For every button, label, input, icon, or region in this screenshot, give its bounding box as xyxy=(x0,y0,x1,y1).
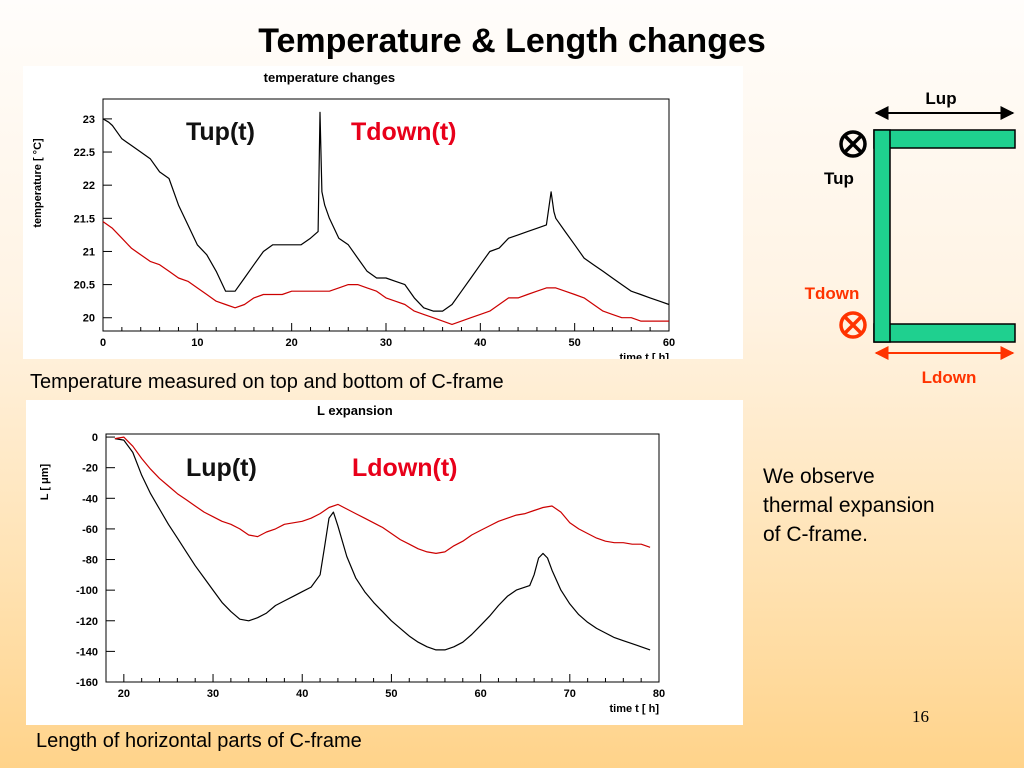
y-tick-label: -160 xyxy=(76,677,98,689)
series-line-tdown-t xyxy=(102,221,669,325)
note-line-3: of C-frame. xyxy=(763,523,869,546)
x-tick-label: 80 xyxy=(653,688,665,700)
observation-note: We observe thermal expansion of C-frame. xyxy=(763,462,935,549)
note-line-1: We observe xyxy=(763,465,875,488)
legend-tup-t: Tup(t) xyxy=(186,118,255,146)
series-line-tup-t xyxy=(102,111,670,312)
x-tick-label: 20 xyxy=(286,337,298,349)
y-tick-label: -20 xyxy=(82,463,98,475)
x-tick-label: 70 xyxy=(564,688,576,700)
temperature-chart: temperature changes 0 10 20 30 40 50 60 20 20.5 21… xyxy=(32,70,675,359)
y-tick-label: 21.5 xyxy=(74,213,95,225)
legend-ldown-t: Ldown(t) xyxy=(352,454,458,482)
x-tick-label: 0 xyxy=(100,337,106,349)
x-tick-label: 10 xyxy=(191,337,203,349)
note-line-2: thermal expansion xyxy=(763,494,935,517)
x-tick-label: 50 xyxy=(569,337,581,349)
c-frame xyxy=(873,129,1016,343)
ldown-label: Ldown xyxy=(922,368,977,387)
y-axis-label: temperature [ °C] xyxy=(32,138,44,228)
y-tick-label: 21 xyxy=(83,246,95,258)
caption-temperature: Temperature measured on top and bottom o… xyxy=(30,371,504,393)
tdown-sensor-icon xyxy=(839,311,867,339)
x-tick-label: 50 xyxy=(385,688,397,700)
tdown-label: Tdown xyxy=(805,284,860,303)
x-axis-label: time t [ h] xyxy=(610,703,660,715)
legend-tdown-t: Tdown(t) xyxy=(351,118,457,146)
x-tick-label: 40 xyxy=(296,688,308,700)
c-frame-bottom-bar xyxy=(873,323,1016,343)
plot-frame xyxy=(105,433,660,683)
tup-sensor-icon xyxy=(839,130,867,158)
x-tick-label: 30 xyxy=(207,688,219,700)
c-frame-top-bar xyxy=(873,129,1016,149)
expansion-chart: L expansion 20 30 40 50 60 70 80 0 -20 -40 -60 -80 -1… xyxy=(39,403,665,715)
legend-lup-t: Lup(t) xyxy=(186,454,257,482)
chart-temperature-changes: temperature changes 0 10 20 30 40 50 60 20 20.5 21… xyxy=(32,70,675,359)
y-tick-label: -80 xyxy=(82,555,98,567)
x-axis-label: time t [ h] xyxy=(620,352,670,359)
chart-title: temperature changes xyxy=(264,70,396,85)
c-frame-vertical-bar xyxy=(873,129,891,343)
chart-title: L expansion xyxy=(317,403,393,418)
series-line-lup-t xyxy=(114,438,651,651)
chart-l-expansion: L expansion 20 30 40 50 60 70 80 0 -20 -40 -60 -80 -1… xyxy=(39,403,665,715)
caption-length: Length of horizontal parts of C-frame xyxy=(36,730,362,752)
y-axis-label: L [ μm] xyxy=(39,463,51,500)
expansion-chart-panel: L expansion 20 30 40 50 60 70 80 0 -20 -40 -60 -80 -1… xyxy=(26,400,743,725)
temperature-chart-panel: temperature changes 0 10 20 30 40 50 60 20 20.5 21… xyxy=(23,66,743,359)
x-tick-label: 60 xyxy=(474,688,486,700)
x-tick-label: 30 xyxy=(380,337,392,349)
y-tick-label: 22.5 xyxy=(74,147,95,159)
y-tick-label: -60 xyxy=(82,524,98,536)
y-tick-label: -40 xyxy=(82,493,98,505)
y-tick-label: 22 xyxy=(83,180,95,192)
tup-label: Tup xyxy=(824,169,854,188)
series-line-ldown-t xyxy=(114,436,651,554)
y-tick-label: -140 xyxy=(76,646,98,658)
y-tick-label: -100 xyxy=(76,585,98,597)
lup-label: Lup xyxy=(925,89,956,108)
slide-title: Temperature & Length changes xyxy=(258,22,766,60)
y-tick-label: -120 xyxy=(76,616,98,628)
page-number: 16 xyxy=(912,707,929,726)
y-tick-label: 20 xyxy=(83,313,95,325)
y-tick-label: 0 xyxy=(92,432,98,444)
y-tick-label: 20.5 xyxy=(74,280,95,292)
c-frame-diagram: Lup Tup Tdown Ldown xyxy=(805,89,1016,387)
x-tick-label: 20 xyxy=(118,688,130,700)
y-tick-label: 23 xyxy=(83,114,95,126)
x-tick-label: 40 xyxy=(474,337,486,349)
x-tick-label: 60 xyxy=(663,337,675,349)
